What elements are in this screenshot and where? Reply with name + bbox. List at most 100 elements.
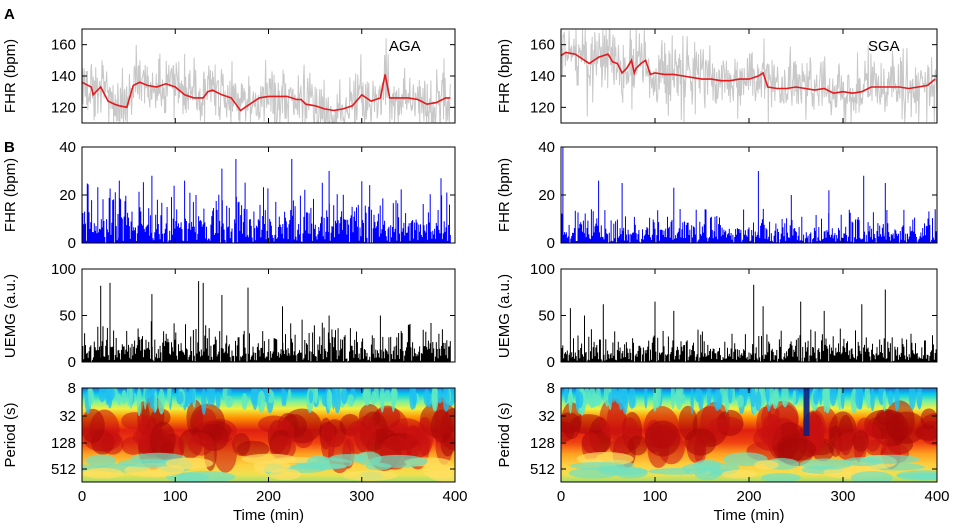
low-power-streak: [755, 390, 762, 412]
low-power-streak: [144, 388, 152, 403]
low-power-patch: [754, 460, 779, 470]
column-sga: SGA 120 140 160 FHR (bpm) 0 20 40 FHR (bpm) 0 50 10…: [496, 28, 950, 524]
low-power-streak: [201, 388, 207, 415]
ytick-label: 0: [68, 354, 76, 371]
low-power-streak: [411, 390, 417, 406]
low-power-streak: [690, 388, 694, 415]
panel-aga-1: 0 20 40 FHR (bpm): [2, 139, 456, 252]
power-blob: [82, 408, 105, 443]
y-axis-label: FHR (bpm): [2, 158, 19, 232]
low-power-patch: [307, 455, 331, 468]
low-power-streak: [98, 388, 106, 403]
low-power-streak: [384, 389, 391, 402]
group-annotation: SGA: [868, 38, 900, 55]
xtick-label: 200: [256, 488, 281, 505]
y-axis-label: FHR (bpm): [2, 39, 19, 113]
low-power-streak: [765, 388, 770, 403]
low-power-streak: [675, 388, 684, 410]
ytick-label: 160: [51, 37, 76, 54]
low-power-streak: [167, 388, 172, 405]
low-power-patch: [896, 472, 937, 480]
low-power-streak: [608, 391, 613, 405]
dark-band: [803, 388, 810, 436]
low-power-streak: [442, 388, 450, 412]
axes-frame: [560, 268, 938, 363]
uemg-bars: [560, 284, 938, 362]
low-power-streak: [727, 388, 733, 404]
low-power-streak: [750, 388, 756, 408]
y-axis-label: Period (s): [496, 402, 513, 467]
low-power-streak: [347, 394, 355, 407]
low-power-streak: [362, 389, 371, 401]
low-power-streak: [153, 390, 158, 412]
low-power-streak: [423, 388, 430, 407]
low-power-streak: [432, 388, 438, 410]
low-power-patch: [366, 462, 392, 471]
xtick-label: 0: [78, 488, 86, 505]
column-aga: AGA 120 140 160 FHR (bpm) 0 20 40 FHR (bpm) 0 50 10…: [2, 28, 468, 524]
low-power-streak: [241, 392, 248, 410]
low-power-patch: [860, 454, 920, 464]
low-power-streak: [380, 392, 384, 407]
power-blob: [149, 421, 176, 459]
low-power-patch: [85, 454, 117, 467]
low-power-streak: [916, 388, 923, 410]
panel-label-a: A: [4, 6, 15, 23]
low-power-streak: [888, 390, 894, 407]
low-power-streak: [882, 390, 887, 412]
low-power-streak: [210, 388, 216, 406]
low-power-patch: [799, 458, 853, 470]
panel-sga-2: 0 50 100 UEMG (a.u.): [496, 261, 938, 371]
ytick-label: 160: [530, 37, 555, 54]
power-blob: [761, 414, 782, 447]
low-power-streak: [653, 388, 662, 409]
ytick-label: 100: [51, 261, 76, 278]
panel-sga-1: 0 20 40 FHR (bpm): [496, 139, 938, 252]
xtick-label: 100: [642, 488, 667, 505]
x-axis-label: Time (min): [233, 507, 304, 524]
low-power-streak: [252, 388, 258, 411]
xtick-label: 0: [557, 488, 565, 505]
power-blob: [320, 422, 336, 462]
group-annotation: AGA: [389, 38, 421, 55]
low-power-streak: [391, 388, 397, 407]
fhr-variability-bars: [560, 147, 938, 243]
low-power-streak: [109, 388, 115, 400]
low-power-patch: [850, 471, 893, 482]
ytick-label: 40: [538, 139, 555, 156]
x-axis-label: Time (min): [713, 507, 784, 524]
low-power-streak: [908, 388, 916, 410]
low-power-streak: [781, 388, 789, 408]
xtick-label: 400: [924, 488, 949, 505]
low-power-patch: [342, 470, 398, 481]
low-power-streak: [176, 391, 184, 405]
low-power-streak: [870, 388, 875, 411]
low-power-streak: [822, 388, 830, 402]
low-power-patch: [241, 453, 297, 464]
low-power-streak: [837, 388, 842, 411]
power-blob: [561, 402, 582, 440]
low-power-streak: [855, 388, 863, 410]
low-power-patch: [569, 461, 625, 470]
low-power-streak: [326, 389, 333, 411]
fhr-variability-bars: [81, 159, 451, 243]
ytick-label: 140: [51, 68, 76, 85]
power-blob: [808, 415, 825, 451]
low-power-streak: [567, 391, 574, 406]
low-power-streak: [105, 388, 110, 406]
low-power-streak: [583, 388, 591, 405]
low-power-streak: [189, 388, 196, 404]
low-power-streak: [792, 390, 797, 406]
xtick-label: 200: [736, 488, 761, 505]
low-power-streak: [373, 388, 379, 403]
low-power-patch: [761, 472, 801, 482]
xtick-label: 400: [442, 488, 467, 505]
ytick-label: 0: [68, 235, 76, 252]
ytick-label: 120: [530, 99, 555, 116]
low-power-streak: [670, 388, 675, 410]
panel-aga-0: AGA 120 140 160 FHR (bpm): [2, 28, 456, 124]
raw-fhr-trace: [560, 29, 938, 123]
low-power-streak: [225, 395, 233, 408]
ytick-label: 40: [59, 139, 76, 156]
ytick-label: 512: [51, 461, 76, 478]
